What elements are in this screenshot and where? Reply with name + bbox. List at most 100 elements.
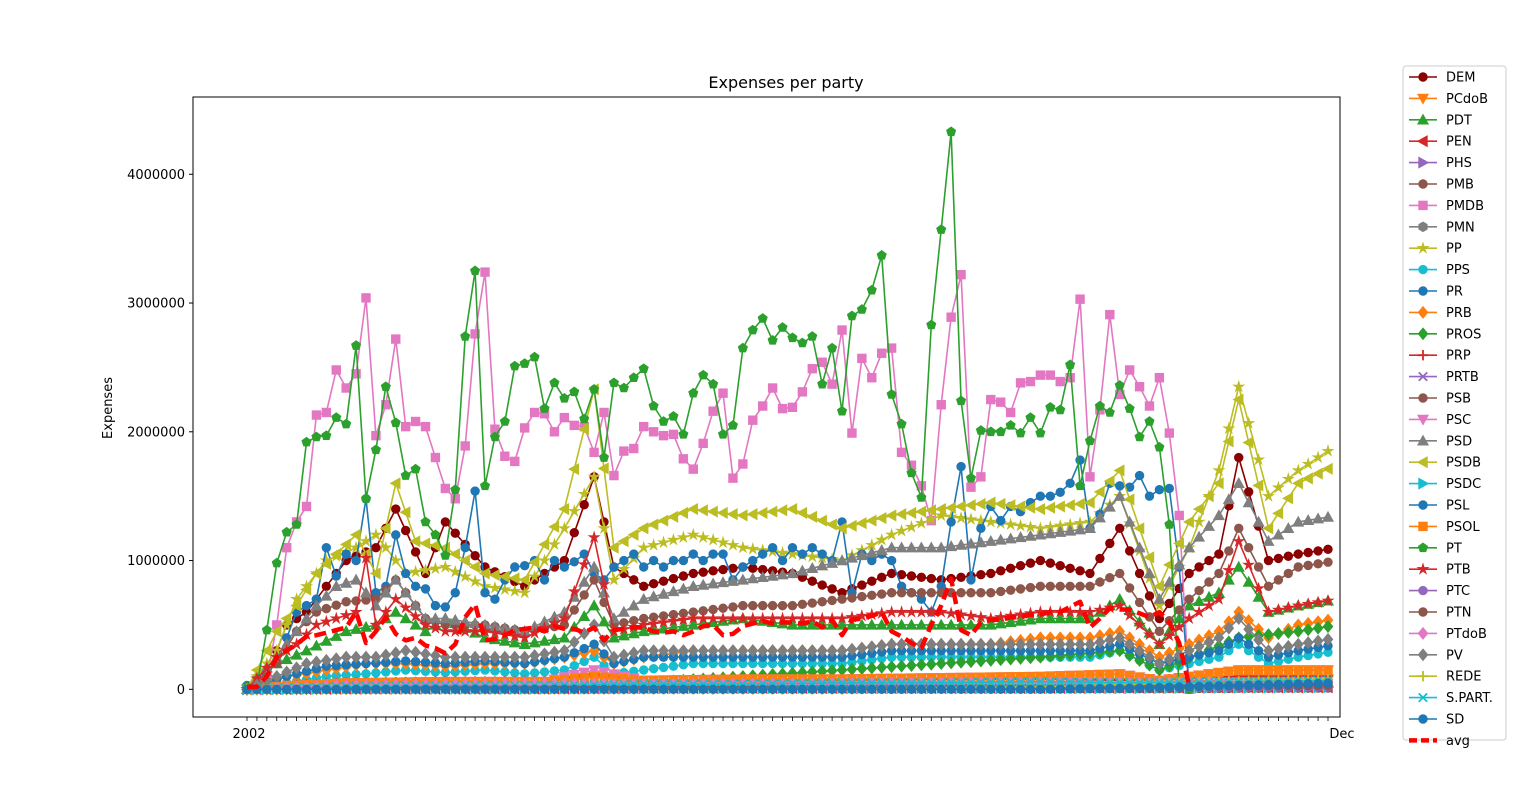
data-point-psb <box>837 594 847 604</box>
legend-label: PTdoB <box>1446 627 1487 642</box>
data-point-pdt <box>518 638 531 649</box>
data-point-pv <box>1302 636 1314 650</box>
data-point-pp <box>676 530 690 543</box>
data-point-pt <box>1055 404 1066 415</box>
data-point-psdb <box>1143 551 1155 564</box>
data-point-sd <box>1115 683 1125 693</box>
data-point-sd <box>500 684 510 695</box>
data-point-sd <box>1293 679 1303 689</box>
data-point-ptb <box>1212 592 1226 605</box>
data-point-pv <box>410 645 421 659</box>
data-point-pv <box>559 644 570 658</box>
data-point-psdb <box>1044 501 1056 514</box>
data-point-pmdb <box>609 470 619 481</box>
data-point-pr <box>867 555 877 566</box>
data-point-pv <box>380 648 392 662</box>
data-point-psdb <box>449 548 460 561</box>
data-point-psol <box>1234 665 1244 675</box>
data-point-pdt <box>1054 612 1067 624</box>
data-point-pdt <box>607 631 620 643</box>
data-point-pmdb <box>529 407 540 418</box>
data-point-pv <box>608 650 620 664</box>
data-point-pr <box>886 555 897 566</box>
data-point-psdb <box>716 506 728 519</box>
data-point-psdb <box>1202 490 1214 503</box>
data-point-pv <box>1104 633 1116 647</box>
data-point-pros <box>1282 625 1294 639</box>
data-point-psb <box>827 595 837 606</box>
data-point-pr <box>420 584 431 594</box>
data-point-pr <box>708 549 718 559</box>
data-point-psdb <box>389 477 401 490</box>
data-point-pt <box>559 392 570 403</box>
data-point-psdb <box>548 520 560 533</box>
data-point-pdt <box>875 618 888 630</box>
data-point-pv <box>400 644 412 658</box>
data-point-pp <box>428 561 443 575</box>
data-point-pros <box>1322 620 1334 634</box>
data-point-s-part <box>1075 677 1085 687</box>
data-point-pt <box>331 412 342 422</box>
data-point-pr <box>619 555 629 566</box>
data-point-pmdb <box>698 438 708 449</box>
data-point-pmdb <box>1174 510 1184 521</box>
data-point-psd <box>905 541 918 553</box>
legend-label: PRP <box>1446 349 1471 364</box>
data-point-pros <box>965 655 977 669</box>
legend-label: PROS <box>1446 327 1481 342</box>
data-point-pp <box>647 538 661 551</box>
data-point-pdt <box>935 618 948 630</box>
data-point-psdb <box>885 509 897 522</box>
data-point-pv <box>886 637 897 651</box>
data-point-dem <box>867 576 877 586</box>
data-point-psdb <box>458 554 470 567</box>
data-point-pmdb <box>321 407 332 418</box>
data-point-pv <box>1005 637 1016 651</box>
data-point-pdt <box>528 636 541 648</box>
legend-marker <box>1418 286 1428 296</box>
data-point-dem <box>579 500 589 510</box>
data-point-psd <box>716 576 730 588</box>
data-point-ptb <box>1242 557 1256 571</box>
data-point-psd <box>617 605 630 617</box>
data-point-pt <box>1134 431 1145 442</box>
data-point-pt <box>975 425 986 435</box>
data-point-psdb <box>627 528 639 541</box>
data-point-pdt <box>1014 614 1027 626</box>
legend-entry-ptc: PTC <box>1409 584 1470 599</box>
legend-marker <box>1417 626 1429 640</box>
data-point-s-part <box>985 677 996 688</box>
data-point-psol <box>1303 665 1313 675</box>
data-point-pv <box>747 644 759 658</box>
data-point-ptb <box>726 611 740 625</box>
data-point-psl <box>599 649 609 659</box>
legend-label: PP <box>1446 242 1462 257</box>
data-point-psb <box>1243 542 1254 553</box>
data-point-psd <box>300 612 313 624</box>
data-point-pv <box>1163 652 1175 666</box>
data-point-pt <box>608 377 620 388</box>
data-point-psd <box>1212 509 1225 521</box>
data-point-sd <box>1234 680 1244 691</box>
data-point-pr <box>1035 491 1046 501</box>
data-point-pt <box>420 516 431 527</box>
data-point-psdb <box>954 500 966 513</box>
data-point-pr <box>698 555 708 566</box>
data-point-psd <box>1252 515 1265 527</box>
legend-entry-pmdb: PMDB <box>1409 199 1484 214</box>
data-point-psb <box>1105 573 1115 583</box>
data-point-psb <box>956 588 966 598</box>
data-point-pdt <box>1024 613 1037 625</box>
data-point-pv <box>1233 612 1245 625</box>
data-point-psb <box>1313 559 1323 569</box>
data-point-pp <box>706 533 720 546</box>
data-point-psol <box>1263 665 1274 675</box>
data-point-dem <box>1303 547 1313 558</box>
legend-entry-pen: PEN <box>1409 135 1472 150</box>
data-point-dem <box>1283 551 1294 561</box>
data-point-pt <box>460 331 471 341</box>
data-point-pt <box>767 335 778 345</box>
data-point-pmdb <box>817 357 827 367</box>
data-point-psb <box>787 600 798 611</box>
data-point-sd <box>857 684 867 695</box>
